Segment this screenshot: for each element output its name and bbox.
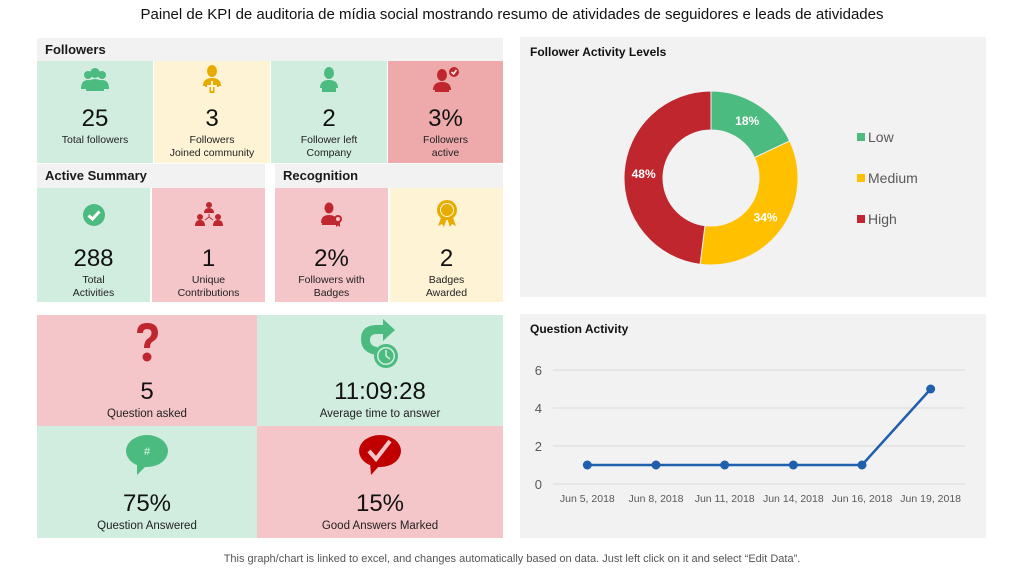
kpi-label: Followers [189,134,235,146]
series-line [587,388,932,467]
kpi-label: Follower left [300,134,358,146]
followers-header: Followers [37,38,503,61]
kpi-label: Company [306,147,352,159]
user-badge-icon [320,202,342,227]
svg-text:#: # [144,446,151,458]
y-tick-label: 4 [535,401,542,416]
kpi-label: Badges [313,287,350,299]
active-summary-header: Active Summary [37,164,265,188]
legend-swatch [857,215,865,223]
y-tick-label: 6 [535,363,542,378]
kpi-value: 2 [322,105,336,132]
kpi-value: 75% [122,490,172,517]
kpi-label: Awarded [425,287,468,299]
group-icon [81,68,109,91]
user-icon [320,67,338,92]
kpi-good-answers-marked[interactable]: 15% Good Answers Marked [257,426,503,538]
kpi-value: 1 [201,245,216,272]
kpi-label: Badges [428,274,465,286]
kpi-total-followers[interactable]: 25 Total followers [37,61,153,163]
question-icon [137,323,158,362]
x-tick-label: Jun 5, 2018 [560,493,615,505]
legend-swatch [857,174,865,182]
kpi-label: Question asked [107,408,187,420]
donut-data-label: 48% [632,167,656,181]
page-title: Painel de KPI de auditoria de mídia soci… [140,6,884,23]
kpi-followers-with-badges[interactable]: 2% Followers with Badges [275,188,388,302]
kpi-label: Total followers [61,134,129,146]
data-point[interactable] [651,460,661,470]
chat-check-icon [359,435,401,475]
network-icon [194,202,223,226]
recognition-header: Recognition [275,164,503,188]
chat-hash-icon: # [126,435,168,475]
y-tick-label: 2 [535,439,542,454]
check-circle-icon [82,204,105,226]
line-chart[interactable]: 0 2 4 6 Jun 5, 2018 Jun 8, 2018 Jun 11, 2018 J… [520,314,986,538]
donut-slice-medium[interactable] [699,140,799,266]
data-point[interactable] [788,460,798,470]
user-add-icon [203,65,221,93]
kpi-questions-asked[interactable]: 5 Question asked [37,315,257,426]
kpi-followers-joined[interactable]: 3 Followers Joined community [154,61,270,163]
kpi-label: Followers with [298,274,365,286]
kpi-label: active [431,147,460,159]
award-icon [436,200,457,227]
kpi-average-time-to-answer[interactable]: 11:09:28 Average time to answer [257,315,503,426]
kpi-value: 25 [81,105,109,132]
kpi-badges-awarded[interactable]: 2 Badges Awarded [390,188,503,302]
kpi-value: 5 [140,378,154,405]
kpi-label: Activities [72,287,115,299]
x-tick-label: Jun 14, 2018 [763,493,824,505]
legend-label: High [868,211,897,227]
kpi-label: Total [82,274,105,286]
kpi-label: Contributions [177,287,240,299]
donut-slice-high[interactable] [623,90,712,265]
kpi-label: Question Answered [97,520,197,532]
clock-refresh-icon [361,319,398,368]
data-point[interactable] [582,460,592,470]
kpi-questions-answered[interactable]: # 75% Question Answered [37,426,257,538]
follower-activity-panel: Follower Activity Levels 18% 34% 48% Low Me… [520,37,986,297]
kpi-value: 3% [428,105,463,132]
y-tick-label: 0 [535,477,542,492]
kpi-follower-left[interactable]: 2 Follower left Company [271,61,387,163]
kpi-label: Followers [423,134,468,146]
data-point[interactable] [857,460,867,470]
kpi-value: 288 [73,245,114,272]
kpi-followers-active[interactable]: 3% Followers active [388,61,503,163]
x-tick-label: Jun 16, 2018 [832,493,893,505]
legend-label: Low [868,129,895,145]
donut-data-label: 18% [735,114,759,128]
chart-title: Question Activity [530,322,629,336]
kpi-value: 11:09:28 [334,378,426,405]
question-activity-panel: Question Activity 0 2 4 6 Jun 5, 2018 Jun 8,… [520,314,986,538]
kpi-label: Average time to answer [319,408,441,420]
kpi-value: 3 [205,105,219,132]
x-tick-label: Jun 19, 2018 [900,493,961,505]
data-point[interactable] [926,384,936,394]
kpi-label: Unique [191,274,226,286]
x-tick-label: Jun 11, 2018 [695,493,755,505]
kpi-total-activities[interactable]: 288 Total Activities [37,188,150,302]
kpi-unique-contributions[interactable]: 1 Unique Contributions [152,188,265,302]
x-tick-label: Jun 8, 2018 [629,493,684,505]
legend-swatch [857,133,865,141]
footer-note: This graph/chart is linked to excel, and… [223,553,801,565]
kpi-label: Joined community [169,147,255,159]
legend-label: Medium [868,170,918,186]
chart-title: Follower Activity Levels [530,45,667,59]
kpi-value: 15% [355,490,405,517]
donut-chart[interactable]: 18% 34% 48% Low Medium High [520,37,986,297]
kpi-value: 2% [314,245,349,272]
user-check-icon [432,67,459,92]
kpi-label: Good Answers Marked [321,520,439,532]
kpi-value: 2 [439,245,454,272]
data-point[interactable] [720,460,730,470]
donut-data-label: 34% [754,211,778,225]
